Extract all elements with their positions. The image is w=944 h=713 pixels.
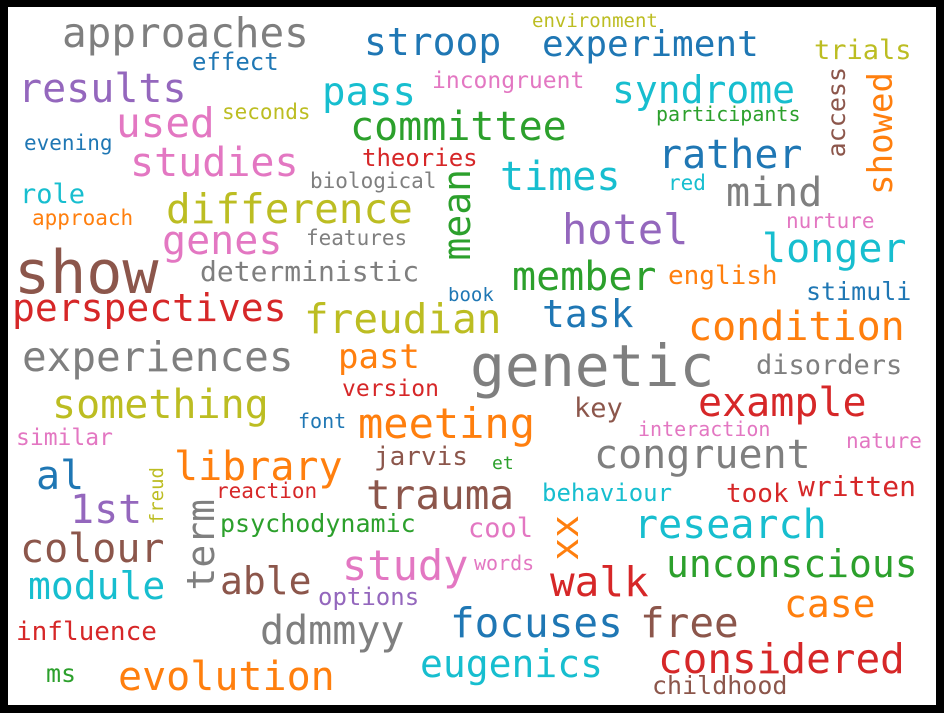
word: al <box>36 453 85 499</box>
word: access <box>822 67 851 158</box>
word: similar <box>16 425 113 451</box>
word: library <box>174 444 343 490</box>
word: task <box>542 292 634 336</box>
word: syndrome <box>612 68 796 112</box>
word: font <box>298 409 347 433</box>
word: difference <box>166 185 413 233</box>
word: able <box>220 559 312 603</box>
word: term <box>179 499 223 591</box>
word: committee <box>350 104 567 150</box>
word: evolution <box>118 654 335 700</box>
word: cool <box>468 513 534 544</box>
word: congruent <box>594 432 811 478</box>
word: pass <box>322 70 416 115</box>
word: seconds <box>222 100 311 124</box>
word: rather <box>658 132 803 178</box>
word: childhood <box>652 671 788 700</box>
word: trials <box>814 35 912 66</box>
word: ddmmyy <box>260 608 405 654</box>
word: stimuli <box>806 277 912 306</box>
word: free <box>640 599 739 647</box>
word: incongruent <box>432 68 585 94</box>
word: studies <box>130 140 299 186</box>
word: example <box>698 380 867 426</box>
word: genes <box>162 218 283 264</box>
word: hotel <box>562 205 689 254</box>
word: english <box>668 261 778 291</box>
word: eugenics <box>420 642 604 686</box>
word: past <box>338 337 420 377</box>
word: took <box>726 479 789 509</box>
word: 1st <box>70 487 143 533</box>
word: role <box>20 179 86 210</box>
word: written <box>798 470 917 503</box>
word: showed <box>861 72 901 195</box>
word: something <box>52 382 269 428</box>
word: features <box>306 226 408 250</box>
word: options <box>318 583 420 611</box>
word: longer <box>762 226 907 272</box>
word-cloud: approaches stroop experiment environment… <box>8 7 936 705</box>
word: behaviour <box>542 479 673 507</box>
word: stroop <box>364 20 502 64</box>
word: used <box>116 99 215 147</box>
word: book <box>448 284 494 306</box>
word: version <box>342 376 439 402</box>
word: red <box>668 171 706 195</box>
word: genetic <box>470 332 715 400</box>
word: xx <box>543 515 587 561</box>
word: approaches <box>62 9 309 57</box>
word: times <box>500 154 621 200</box>
word: participants <box>656 102 801 126</box>
word: key <box>574 393 623 424</box>
word: freud <box>146 467 168 525</box>
word: et <box>492 453 514 474</box>
word: member <box>512 254 657 300</box>
word: case <box>784 582 876 626</box>
word: words <box>474 551 535 575</box>
word: freudian <box>304 295 502 343</box>
word: results <box>18 66 187 112</box>
word: experiment <box>542 24 759 65</box>
word: interaction <box>638 417 771 441</box>
word: biological <box>310 169 437 193</box>
word: walk <box>550 558 649 606</box>
word: study <box>342 541 469 590</box>
word: influence <box>16 617 157 647</box>
word: evening <box>24 131 113 155</box>
word: approach <box>32 206 134 230</box>
word: mind <box>726 170 823 216</box>
word: ms <box>46 659 77 688</box>
word: deterministic <box>200 255 420 288</box>
word: focuses <box>450 599 623 647</box>
word: mean <box>435 169 479 261</box>
word: colour <box>20 526 165 572</box>
word: condition <box>688 304 905 350</box>
word: reaction <box>216 479 318 503</box>
word: research <box>634 502 827 548</box>
word: experiences <box>22 333 294 381</box>
word: nature <box>846 429 922 453</box>
word: show <box>14 238 159 308</box>
word: trauma <box>366 471 515 519</box>
word: unconscious <box>666 542 918 586</box>
word: disorders <box>756 350 903 381</box>
word: nurture <box>786 209 875 233</box>
word: considered <box>658 635 905 683</box>
word: theories <box>362 144 478 172</box>
word: meeting <box>358 399 536 448</box>
word: environment <box>532 10 658 32</box>
word: module <box>28 564 166 608</box>
word: jarvis <box>374 442 468 472</box>
word: psychodynamic <box>220 509 416 538</box>
word: perspectives <box>12 286 287 330</box>
word: effect <box>192 48 279 76</box>
